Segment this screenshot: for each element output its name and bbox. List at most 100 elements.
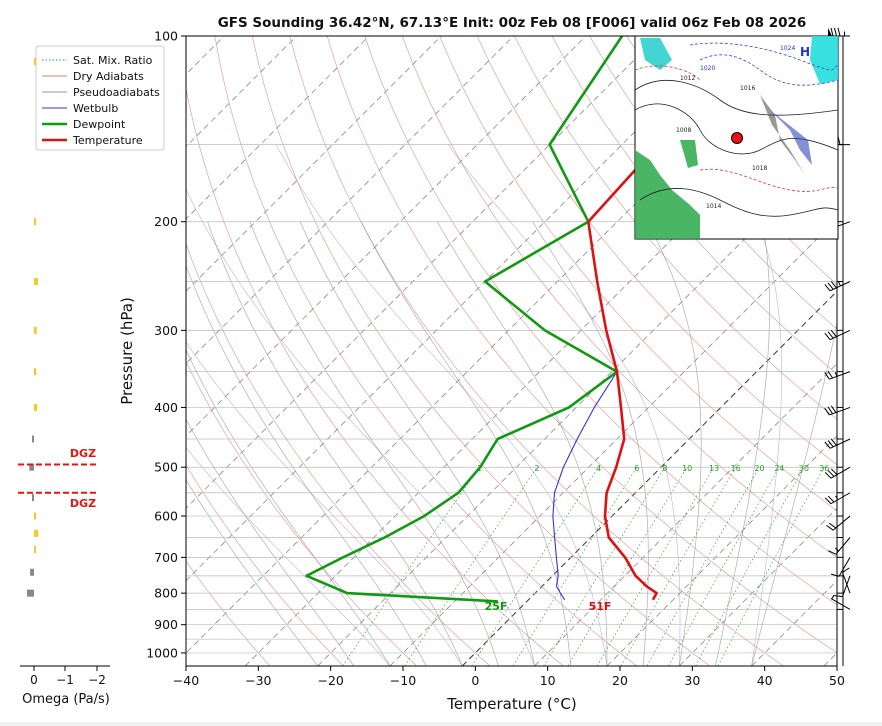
x-tick-label: 0 (471, 673, 479, 688)
mixing-ratio-label: 4 (596, 464, 601, 473)
y-tick-label: 500 (154, 460, 178, 475)
wind-barb-flag (838, 28, 840, 36)
mixing-ratio-line (513, 467, 637, 666)
x-tick-label: −30 (245, 673, 271, 688)
wind-barb-flag (834, 596, 842, 597)
omega-tick-label: 0 (30, 673, 38, 687)
omega-bar (34, 278, 38, 285)
omega-bar (30, 569, 34, 576)
wind-barb-flag (828, 471, 834, 477)
x-tick-label: −10 (390, 673, 416, 688)
map-isobar-label: 1014 (706, 203, 721, 210)
y-tick-label: 400 (154, 400, 178, 415)
map-isobar-label: 1024 (780, 45, 795, 52)
omega-tick-label: −1 (56, 673, 74, 687)
x-tick-label: −40 (173, 673, 199, 688)
wind-barb-halfflag (832, 595, 834, 599)
wind-barb-flag (825, 284, 830, 290)
omega-bar (34, 513, 36, 520)
y-tick-label: 600 (154, 509, 178, 524)
wetbulb-background-line (166, 145, 535, 666)
x-axis-label: Temperature (°C) (446, 695, 576, 713)
inset-map: H 1012 1008 1016 1018 1014 1020 1024 (635, 36, 838, 239)
x-tick-label: 30 (684, 673, 700, 688)
wind-barb-shaft (839, 557, 850, 576)
omega-bar (34, 327, 37, 334)
omega-bar (34, 58, 36, 65)
omega-tick-label: −2 (88, 673, 106, 687)
wind-barb-flag (826, 525, 833, 530)
omega-bar (34, 368, 36, 375)
y-tick-label: 800 (154, 586, 178, 601)
wind-barb-flag (828, 371, 833, 378)
wind-barb-flag (831, 439, 836, 445)
chart-title: GFS Sounding 36.42°N, 67.13°E Init: 00z … (218, 15, 807, 31)
omega-panel: 0 −1 −2 Omega (Pa/s) DGZ DGZ (18, 58, 110, 707)
x-tick-label: 50 (829, 673, 845, 688)
map-isobar-label: 1018 (752, 165, 767, 172)
wind-barb-flag (825, 442, 830, 448)
map-isobar-label: 1012 (680, 75, 695, 82)
mixing-ratio-label: 6 (634, 464, 639, 473)
omega-axis-label: Omega (Pa/s) (22, 692, 110, 707)
wind-barb-shaft (842, 572, 850, 593)
dewpoint-profile-line (307, 36, 623, 601)
legend-label: Wetbulb (73, 102, 118, 115)
pseudoadiabat-line (208, 222, 463, 666)
omega-bar (34, 546, 36, 553)
omega-bar (34, 404, 37, 411)
surface-dewpoint-label: 25F (485, 600, 508, 613)
mixing-ratio-line (647, 467, 760, 666)
wind-barb-shaft (831, 598, 850, 609)
legend-label: Pseudoadiabats (73, 86, 160, 99)
omega-bar (27, 590, 34, 597)
wind-barb-flag (825, 408, 830, 415)
wind-barb-halfflag (839, 282, 841, 286)
wind-barb-flag (831, 469, 837, 475)
map-isobar-label: 1020 (700, 65, 715, 72)
y-tick-label: 1000 (146, 645, 178, 660)
dry-adiabat-line (852, 36, 882, 666)
y-tick-label: 900 (154, 617, 178, 632)
y-tick-label: 100 (154, 29, 178, 44)
y-tick-label: 700 (154, 550, 178, 565)
legend-label: Dry Adiabats (73, 70, 144, 83)
mixing-ratio-label: 8 (662, 464, 667, 473)
wind-barb-flag (829, 523, 836, 528)
wind-barb-flag (825, 333, 830, 339)
wind-barb-flag (835, 28, 837, 36)
y-tick-label: 200 (154, 214, 178, 229)
x-axis: −40 −30 −20 −10 0 10 20 30 40 50 (173, 666, 845, 688)
y-axis-label: Pressure (hPa) (118, 297, 136, 405)
legend: Sat. Mix. Ratio Dry Adiabats Pseudoadiabat… (36, 46, 164, 150)
x-tick-label: −20 (317, 673, 343, 688)
mixing-ratio-line (696, 467, 804, 666)
mixing-ratio-line (472, 467, 599, 666)
wind-barb-flag (828, 332, 833, 338)
mixing-ratio-label: 36 (819, 464, 829, 473)
pseudoadiabat-line (647, 222, 701, 666)
mixing-ratio-line (718, 467, 824, 666)
mixing-ratio-label: 2 (534, 464, 539, 473)
mixing-ratio-label: 10 (682, 464, 692, 473)
x-tick-label: 20 (612, 673, 628, 688)
x-tick-label: 10 (540, 673, 556, 688)
map-high-label: H (800, 45, 810, 59)
dgz-top-label: DGZ (70, 447, 96, 460)
omega-bar (32, 435, 34, 442)
mixing-ratio-line (405, 467, 537, 666)
mixing-ratio-label: 30 (799, 464, 809, 473)
x-tick-label: 40 (757, 673, 773, 688)
mixing-ratio-line (621, 467, 736, 666)
legend-label: Sat. Mix. Ratio (73, 54, 153, 67)
wind-barb-flag (831, 406, 836, 413)
surface-temperature-label: 51F (589, 600, 612, 613)
omega-bar (34, 218, 36, 225)
dgz-bottom-label: DGZ (70, 497, 96, 510)
map-isobar-label: 1016 (740, 85, 755, 92)
omega-bar (34, 530, 38, 537)
y-tick-label: 300 (154, 323, 178, 338)
legend-label: Temperature (72, 134, 143, 147)
mixing-ratio-line (669, 467, 780, 666)
